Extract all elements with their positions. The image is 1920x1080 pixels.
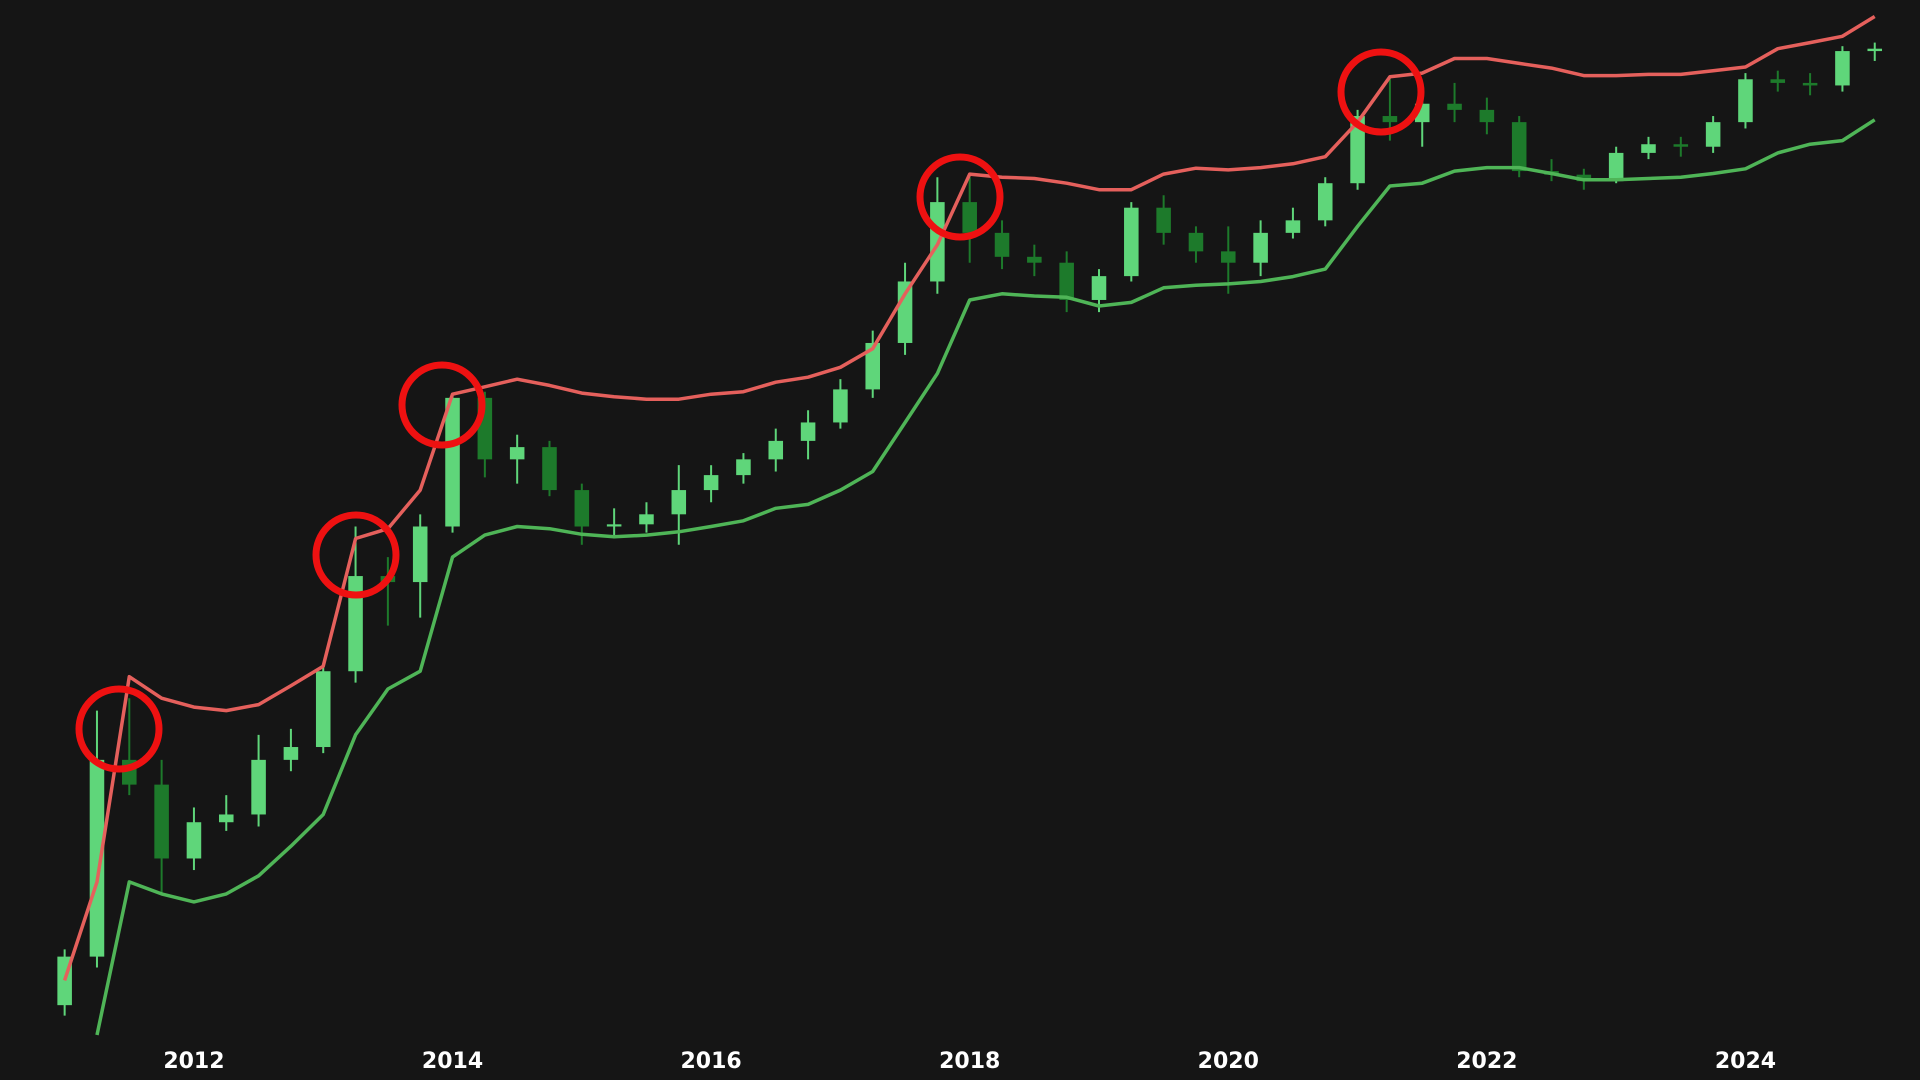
candle-body bbox=[606, 524, 622, 527]
candle-body bbox=[1608, 152, 1624, 182]
candle-body bbox=[1059, 262, 1074, 300]
band-line bbox=[95, 118, 1876, 1036]
candle-body bbox=[1350, 116, 1365, 184]
candle-body bbox=[315, 671, 331, 748]
peak-circle bbox=[916, 153, 1004, 241]
candle-body bbox=[283, 747, 299, 760]
candle-body bbox=[768, 440, 784, 460]
candle-body bbox=[1511, 122, 1527, 172]
candle-body bbox=[542, 447, 557, 491]
candle-body bbox=[1705, 122, 1721, 147]
candle-body bbox=[639, 514, 654, 525]
candle-body bbox=[1253, 232, 1268, 263]
candle-body bbox=[1091, 276, 1107, 300]
candle-body bbox=[348, 576, 363, 672]
candle-body bbox=[412, 526, 428, 583]
x-tick-label: 2020 bbox=[1198, 1049, 1259, 1074]
candle-body bbox=[1673, 144, 1689, 147]
candle-body bbox=[736, 459, 751, 476]
candle-body bbox=[1447, 103, 1462, 110]
peak-circle bbox=[312, 511, 400, 599]
candle-body bbox=[1285, 220, 1301, 233]
candle-body bbox=[1867, 48, 1883, 52]
candle-body bbox=[89, 759, 105, 957]
candle-body bbox=[1382, 116, 1398, 123]
candle-body bbox=[800, 422, 816, 441]
candle-body bbox=[703, 475, 719, 491]
candle-body bbox=[865, 342, 880, 390]
candle-body bbox=[1027, 256, 1042, 263]
x-tick-label: 2024 bbox=[1715, 1049, 1776, 1074]
candle-body bbox=[1835, 51, 1850, 86]
candle-body bbox=[1770, 79, 1786, 83]
peak-circle bbox=[1337, 48, 1425, 136]
candle-body bbox=[218, 814, 234, 823]
candle-body bbox=[1738, 79, 1753, 123]
candle-body bbox=[186, 822, 202, 859]
candle-body bbox=[445, 397, 460, 527]
peak-circle bbox=[398, 361, 486, 449]
candle-body bbox=[154, 784, 169, 859]
x-tick-label: 2014 bbox=[422, 1049, 483, 1074]
candle-body bbox=[1641, 144, 1656, 153]
plot-area bbox=[57, 15, 1883, 1036]
candle-body bbox=[833, 389, 848, 423]
annotations bbox=[75, 48, 1425, 773]
candle-body bbox=[1188, 232, 1204, 252]
x-tick-label: 2016 bbox=[680, 1049, 741, 1074]
peak-circle bbox=[75, 685, 163, 773]
candle-body bbox=[574, 490, 590, 527]
band-line bbox=[62, 15, 1876, 981]
candle-body bbox=[962, 202, 977, 233]
x-tick-label: 2012 bbox=[163, 1049, 224, 1074]
candle-body bbox=[1479, 109, 1495, 123]
candle-body bbox=[509, 447, 525, 460]
x-tick-label: 2018 bbox=[939, 1049, 1000, 1074]
candle-body bbox=[251, 759, 266, 815]
candle-body bbox=[1221, 251, 1236, 263]
candle-body bbox=[1124, 207, 1139, 277]
candle-body bbox=[1156, 207, 1171, 233]
x-tick-label: 2022 bbox=[1456, 1049, 1517, 1074]
candle-body bbox=[1317, 183, 1333, 221]
candle-body bbox=[1802, 82, 1818, 86]
candle-body bbox=[994, 232, 1010, 257]
candle-body bbox=[671, 490, 687, 515]
candle-body bbox=[1576, 174, 1592, 182]
